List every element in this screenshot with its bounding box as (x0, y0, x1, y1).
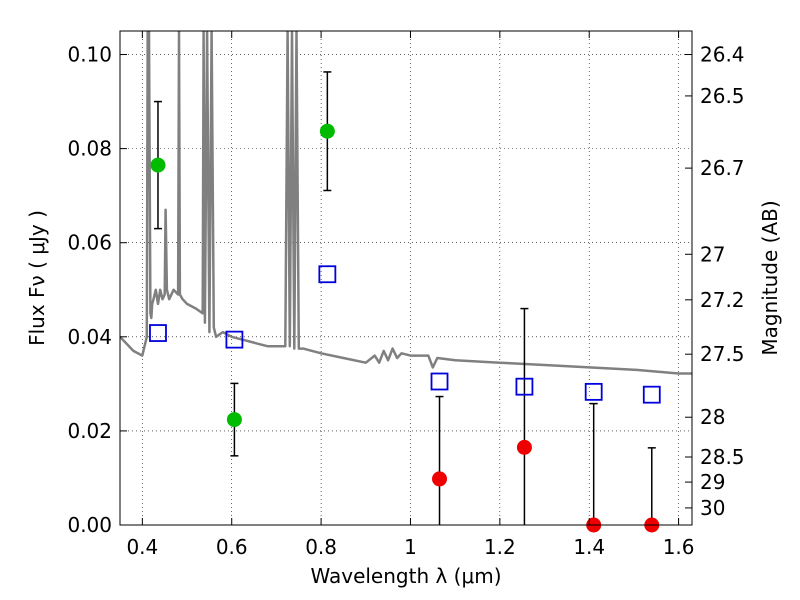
sed-line (120, 31, 692, 375)
x-tick-label: 0.4 (126, 535, 158, 559)
x-tick-label: 0.8 (305, 535, 337, 559)
magnitude-tick-label: 26.5 (700, 84, 745, 108)
model-point (584, 382, 603, 401)
y-tick-label: 0.10 (67, 43, 112, 67)
magnitude-tick-label: 29 (700, 470, 725, 494)
magnitude-tick-label: 30 (700, 496, 725, 520)
model-point (515, 377, 534, 396)
y-tick-label: 0.08 (67, 137, 112, 161)
x-tick-label: 1.4 (573, 535, 605, 559)
y-tick-label: 0.04 (67, 325, 112, 349)
model-point (149, 324, 167, 342)
axis-ticks: 0.4 0.6 0.8 1 1.2 1.4 1.6 0.00 0.02 0.04 0.06 0.08 0… (67, 31, 745, 559)
data-point (226, 412, 242, 428)
data-point (150, 157, 166, 173)
model-sed-curve (120, 31, 692, 375)
data-point (432, 471, 448, 487)
plot-frame (119, 30, 693, 526)
x-axis-title: Wavelength λ (μm) (310, 564, 501, 588)
y-tick-label: 0.02 (67, 419, 112, 443)
plot-background (120, 31, 692, 525)
data-markers (149, 123, 661, 533)
data-point (319, 123, 335, 139)
magnitude-tick-label: 27.5 (700, 342, 745, 366)
model-point (318, 265, 337, 284)
model-point (642, 385, 661, 404)
model-point (225, 330, 244, 349)
y-axis-title: Flux Fν ( μJy ) (25, 210, 49, 346)
magnitude-tick-label: 27 (700, 242, 725, 266)
x-tick-label: 1.2 (484, 535, 516, 559)
data-point (516, 439, 532, 455)
x-tick-label: 1 (404, 535, 417, 559)
magnitude-tick-label: 26.4 (700, 43, 745, 67)
y-tick-label: 0.00 (67, 513, 112, 537)
magnitude-tick-label: 27.2 (700, 288, 745, 312)
magnitude-tick-label: 26.7 (700, 156, 745, 180)
model-point (430, 372, 449, 391)
y-axis-right-title: Magnitude (AB) (758, 200, 782, 355)
x-tick-label: 0.6 (216, 535, 248, 559)
x-tick-label: 1.6 (663, 535, 695, 559)
magnitude-tick-label: 28 (700, 405, 725, 429)
y-tick-label: 0.06 (67, 231, 112, 255)
magnitude-tick-label: 28.5 (700, 445, 745, 469)
